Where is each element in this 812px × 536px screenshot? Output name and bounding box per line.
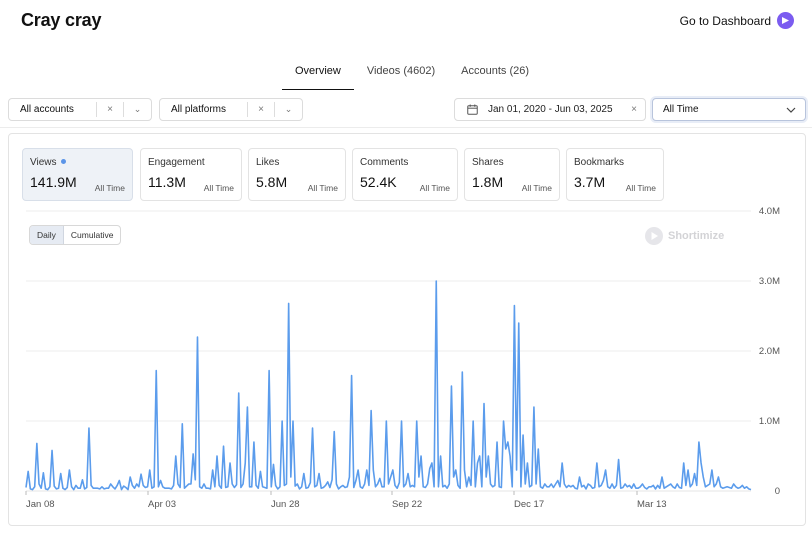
clear-accounts-icon[interactable]: ×: [107, 104, 113, 115]
y-tick-label: 1.0M: [759, 416, 780, 427]
metric-period: All Time: [521, 183, 552, 193]
daily-toggle-button[interactable]: Daily: [30, 226, 64, 244]
y-tick-label: 0: [775, 486, 780, 497]
y-tick-label: 4.0M: [759, 206, 780, 217]
tab-accounts[interactable]: Accounts (26): [461, 65, 530, 77]
divider: [0, 127, 812, 128]
metric-value: 52.4K: [360, 174, 397, 190]
shortimize-watermark-icon: [645, 227, 663, 245]
page-title: Cray cray: [21, 10, 102, 30]
selected-dot-icon: [60, 159, 66, 164]
tab-videos[interactable]: Videos (4602): [366, 65, 436, 77]
x-tick-label: Dec 17: [514, 499, 544, 510]
clear-platforms-icon[interactable]: ×: [258, 104, 264, 115]
metric-period: All Time: [419, 183, 450, 193]
metric-value: 11.3M: [148, 174, 186, 190]
accounts-select[interactable]: All accounts × ⌄: [8, 98, 152, 121]
metric-name: Engagement: [148, 157, 205, 168]
chevron-down-icon: [777, 105, 805, 115]
accounts-select-value: All accounts: [20, 104, 74, 115]
platforms-select-value: All platforms: [171, 104, 227, 115]
views-line-chart: 0 1.0M 2.0M 3.0M 4.0M Jan 08 Apr 03 Jun 28 Sep 2…: [25, 206, 780, 510]
tab-overview[interactable]: Overview: [282, 57, 354, 90]
divider: [247, 102, 248, 117]
tab-bar: Overview Videos (4602) Accounts (26): [282, 57, 542, 90]
metric-period: All Time: [625, 183, 656, 193]
watermark: Shortimize: [645, 227, 724, 245]
metric-name: Views: [30, 157, 66, 168]
go-to-dashboard-link[interactable]: Go to Dashboard: [680, 12, 794, 29]
go-to-dashboard-label: Go to Dashboard: [679, 13, 771, 28]
metric-shares[interactable]: Shares 1.8M All Time: [464, 148, 560, 201]
y-tick-label: 3.0M: [759, 276, 780, 287]
metric-views[interactable]: Views 141.9M All Time: [22, 148, 133, 201]
watermark-label: Shortimize: [668, 230, 725, 242]
metric-name: Bookmarks: [574, 157, 625, 168]
metric-period: All Time: [307, 183, 338, 193]
cumulative-toggle-button[interactable]: Cumulative: [70, 230, 114, 240]
chart-mode-toggle: Daily Cumulative: [29, 225, 122, 245]
x-tick-label: Sep 22: [392, 499, 422, 510]
metric-bookmarks[interactable]: Bookmarks 3.7M All Time: [566, 148, 664, 201]
y-tick-label: 2.0M: [759, 346, 780, 357]
metric-value: 5.8M: [256, 174, 288, 190]
metric-name: Likes: [256, 157, 280, 168]
filter-bar: All accounts × ⌄ All platforms × ⌄ Jan 0…: [8, 98, 806, 122]
metric-value: 141.9M: [30, 174, 77, 190]
metric-name: Comments: [360, 157, 409, 168]
platforms-select[interactable]: All platforms × ⌄: [159, 98, 303, 121]
metric-value: 3.7M: [574, 174, 606, 190]
metric-value: 1.8M: [472, 174, 504, 190]
metric-comments[interactable]: Comments 52.4K All Time: [352, 148, 458, 201]
date-range-picker[interactable]: Jan 01, 2020 - Jun 03, 2025 ×: [454, 98, 646, 121]
metric-period: All Time: [203, 183, 234, 193]
metric-period: All Time: [94, 183, 125, 193]
chevron-down-icon[interactable]: ⌄: [133, 104, 142, 114]
time-range-select[interactable]: All Time: [652, 98, 806, 121]
date-range-value: Jan 01, 2020 - Jun 03, 2025: [488, 104, 613, 115]
divider: [274, 102, 275, 117]
x-tick-label: Apr 03: [148, 499, 176, 510]
chevron-down-icon[interactable]: ⌄: [284, 104, 293, 114]
divider: [96, 102, 97, 117]
x-tick-label: Jun 28: [271, 499, 300, 510]
x-tick-label: Jan 08: [26, 499, 55, 510]
divider: [123, 102, 124, 117]
shortimize-logo-icon: [777, 12, 794, 29]
time-range-value: All Time: [663, 104, 699, 115]
analytics-card: Views 141.9M All Time Engagement 11.3M A…: [8, 133, 806, 526]
calendar-icon: [455, 104, 488, 115]
clear-date-icon[interactable]: ×: [631, 104, 637, 115]
metric-engagement[interactable]: Engagement 11.3M All Time: [140, 148, 242, 201]
metric-name: Shares: [472, 157, 504, 168]
series-line: [25, 280, 752, 491]
x-tick-label: Mar 13: [637, 499, 667, 510]
metric-likes[interactable]: Likes 5.8M All Time: [248, 148, 346, 201]
